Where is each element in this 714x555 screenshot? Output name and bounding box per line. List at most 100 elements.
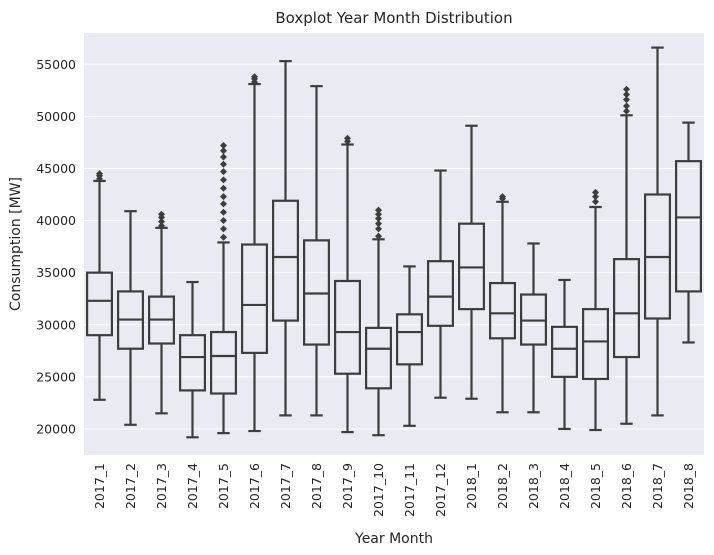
x-tick-label-2017_1: 2017_1 <box>92 463 107 509</box>
x-tick-label-2017_3: 2017_3 <box>154 463 169 509</box>
outlier-point <box>220 147 227 155</box>
x-tick-label-2017_6: 2017_6 <box>247 463 262 509</box>
outlier-point <box>220 233 227 241</box>
x-tick-label-2018_4: 2018_4 <box>557 463 572 509</box>
x-tick-label-2017_10: 2017_10 <box>371 463 386 517</box>
x-axis-label: Year Month <box>354 531 433 547</box>
outlier-point <box>375 225 382 233</box>
x-tick-label-2017_12: 2017_12 <box>433 463 448 517</box>
outlier-point <box>623 85 630 93</box>
outlier-point <box>375 206 382 214</box>
box-2017_6 <box>241 73 269 433</box>
iqr-box <box>581 308 609 381</box>
outlier-point <box>220 200 227 208</box>
iqr-box <box>179 334 207 392</box>
x-tick-label-2018_8: 2018_8 <box>681 463 696 509</box>
outlier-point <box>375 210 382 218</box>
x-tick-label-2018_1: 2018_1 <box>464 463 479 509</box>
outlier-point <box>251 73 258 81</box>
box-2017_3 <box>148 210 176 415</box>
iqr-box <box>612 258 640 359</box>
outlier-point <box>623 107 630 115</box>
outlier-point <box>220 160 227 168</box>
iqr-box <box>674 160 702 293</box>
iqr-box <box>396 313 424 366</box>
y-tick-label-55000: 55000 <box>36 57 76 72</box>
box-2017_9 <box>334 134 362 434</box>
outlier-point <box>623 96 630 104</box>
outlier-point <box>592 198 599 206</box>
y-axis-label: Consumption [MW] <box>8 177 24 311</box>
iqr-box <box>272 199 300 322</box>
x-tick-label-2017_9: 2017_9 <box>340 463 355 509</box>
outlier-point <box>158 218 165 226</box>
box-2017_4 <box>179 280 207 439</box>
x-axis-ticks: 2017_1 2017_2 2017_3 2017_4 2017_5 2017_6 2017… <box>92 463 696 517</box>
iqr-box <box>365 326 393 390</box>
box-2018_1 <box>458 124 486 400</box>
outlier-point <box>220 193 227 201</box>
iqr-box <box>489 281 517 340</box>
iqr-box <box>210 330 238 395</box>
outlier-point <box>96 170 103 178</box>
x-tick-label-2017_2: 2017_2 <box>123 463 138 509</box>
outlier-point <box>220 217 227 225</box>
x-tick-label-2017_4: 2017_4 <box>185 463 200 509</box>
box-2018_6 <box>612 85 640 425</box>
x-tick-label-2018_7: 2018_7 <box>650 463 665 509</box>
outlier-point <box>220 208 227 216</box>
x-tick-label-2017_11: 2017_11 <box>402 463 417 517</box>
outlier-point <box>592 193 599 201</box>
x-tick-label-2018_3: 2018_3 <box>526 463 541 509</box>
outlier-point <box>344 134 351 142</box>
box-2017_8 <box>303 85 331 417</box>
outlier-point <box>375 232 382 240</box>
box-2018_3 <box>519 242 547 414</box>
outlier-point <box>220 176 227 184</box>
y-axis-ticks: 20000 25000 30000 35000 40000 45000 50000 55000 <box>36 57 76 437</box>
y-tick-label-30000: 30000 <box>36 317 76 332</box>
y-tick-label-45000: 45000 <box>36 161 76 176</box>
iqr-box <box>334 279 362 375</box>
iqr-box <box>427 260 455 327</box>
x-tick-label-2017_5: 2017_5 <box>216 463 231 509</box>
outlier-point <box>623 90 630 98</box>
outlier-point <box>158 210 165 218</box>
x-tick-label-2018_5: 2018_5 <box>588 463 603 509</box>
box-2017_7 <box>272 60 300 417</box>
outlier-point <box>220 225 227 233</box>
box-2017_5 <box>210 142 238 435</box>
x-tick-label-2017_7: 2017_7 <box>278 463 293 509</box>
iqr-box <box>550 325 578 378</box>
outlier-point <box>220 184 227 192</box>
y-tick-label-50000: 50000 <box>36 109 76 124</box>
box-2018_4 <box>550 278 578 431</box>
iqr-box <box>85 271 113 337</box>
box-2017_2 <box>116 210 144 426</box>
box-2017_10 <box>365 206 393 437</box>
y-tick-label-20000: 20000 <box>36 421 76 436</box>
box-2018_7 <box>643 46 671 417</box>
y-tick-label-25000: 25000 <box>36 369 76 384</box>
y-tick-label-40000: 40000 <box>36 213 76 228</box>
outlier-point <box>592 188 599 196</box>
iqr-box <box>241 243 269 354</box>
x-tick-label-2017_8: 2017_8 <box>309 463 324 509</box>
grid-lines <box>84 63 704 430</box>
x-tick-label-2018_2: 2018_2 <box>495 463 510 509</box>
outlier-point <box>220 168 227 176</box>
box-2017_12 <box>427 169 455 399</box>
y-tick-label-35000: 35000 <box>36 265 76 280</box>
box-2018_8 <box>674 121 702 344</box>
outlier-point <box>158 222 165 230</box>
outlier-point <box>623 102 630 110</box>
boxes-layer <box>85 46 702 439</box>
box-2018_5 <box>581 188 609 432</box>
outlier-point <box>499 193 506 201</box>
box-2017_11 <box>396 265 424 427</box>
outlier-point <box>220 142 227 150</box>
outlier-point <box>220 153 227 161</box>
box-2018_2 <box>489 193 517 414</box>
x-tick-label-2018_6: 2018_6 <box>619 463 634 509</box>
